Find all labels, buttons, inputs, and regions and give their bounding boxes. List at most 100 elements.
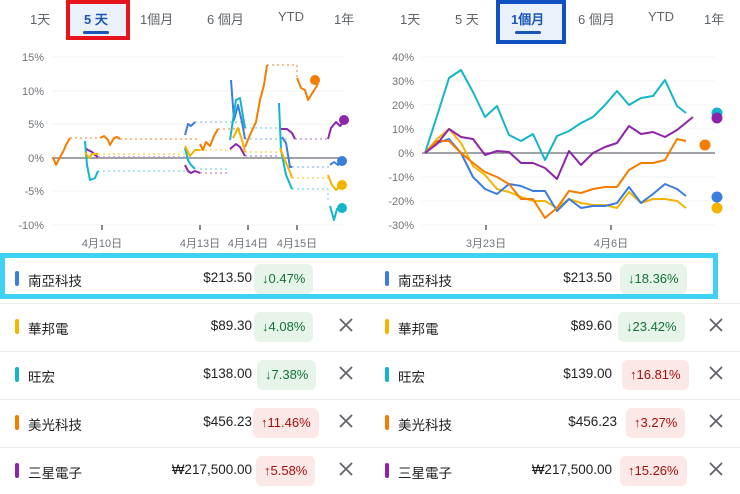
arrow-up-icon: ↑ [634, 415, 641, 430]
stock-price: $456.23 [568, 414, 617, 429]
tab-underline [82, 31, 109, 34]
stock-name: 三星電子 [398, 466, 452, 481]
arrow-down-icon: ↓ [626, 319, 633, 334]
change-badge: ↑15.26% [620, 456, 687, 486]
active-tab-highlight [496, 0, 566, 44]
close-x-icon[interactable] [706, 411, 726, 431]
svg-text:-10%: -10% [18, 220, 44, 232]
svg-text:5%: 5% [28, 119, 44, 131]
tab-1day[interactable]: 1天 [30, 12, 51, 27]
panel-1month: 1天 5 天 1個月 6 個月 YTD 1年 40% 30% 20% 10% 0… [370, 0, 740, 493]
stock-name: 華邦電 [398, 322, 439, 337]
stock-row-samsung[interactable]: 三星電子 ₩217,500.00 ↑5.58% [0, 448, 370, 494]
tab-1month-label: 1個月 [511, 12, 545, 27]
stock-name: 三星電子 [28, 466, 82, 481]
tab-6month[interactable]: 6 個月 [578, 12, 615, 27]
series-color-bar [15, 415, 19, 430]
close-x-icon[interactable] [336, 459, 356, 479]
close-x-icon[interactable] [706, 363, 726, 383]
divider [0, 447, 370, 448]
arrow-up-icon: ↑ [264, 463, 271, 478]
svg-text:30%: 30% [392, 76, 414, 88]
svg-text:0%: 0% [28, 153, 44, 165]
arrow-down-icon: ↓ [262, 319, 269, 334]
series-color-bar [385, 319, 389, 334]
close-x-icon[interactable] [336, 411, 356, 431]
chart-5day[interactable]: 15% 10% 5% 0% -5% -10% 4月10日 4月13日 4月14日… [0, 40, 370, 255]
stock-name: 南亞科技 [398, 274, 452, 289]
divider [0, 399, 370, 400]
stock-row-samsung[interactable]: 三星電子 ₩217,500.00 ↑15.26% [370, 448, 740, 494]
change-badge: ↓0.47% [254, 264, 314, 294]
stock-row-winbond[interactable]: 華邦電 $89.60 ↓23.42% [370, 304, 740, 350]
range-tabs: 1天 5 天 1個月 6 個月 YTD 1年 [0, 0, 370, 40]
tab-ytd[interactable]: YTD [278, 9, 304, 24]
tab-1year[interactable]: 1年 [704, 12, 725, 27]
tab-5day[interactable]: 5 天 [455, 12, 479, 27]
svg-text:10%: 10% [22, 86, 44, 98]
stock-price: ₩217,500.00 [531, 462, 612, 477]
stock-name: 美光科技 [28, 418, 82, 433]
close-x-icon[interactable] [706, 459, 726, 479]
divider [370, 303, 740, 304]
arrow-down-icon: ↓ [628, 271, 635, 286]
svg-text:-5%: -5% [24, 186, 44, 198]
line-chart-5day: 15% 10% 5% 0% -5% -10% 4月10日 4月13日 4月14日… [18, 52, 349, 250]
svg-text:20%: 20% [392, 100, 414, 112]
tab-1month[interactable]: 1個月 [140, 12, 174, 27]
stock-name: 美光科技 [398, 418, 452, 433]
panel-5day: 1天 5 天 1個月 6 個月 YTD 1年 15% 10% 5% 0% -5%… [0, 0, 370, 493]
svg-text:-10%: -10% [388, 172, 414, 184]
close-x-icon[interactable] [336, 363, 356, 383]
close-x-icon[interactable] [336, 315, 356, 335]
svg-text:4月10日: 4月10日 [82, 238, 122, 250]
stock-row-macronix[interactable]: 旺宏 $138.00 ↓7.38% [0, 352, 370, 398]
change-badge: ↓4.08% [254, 312, 314, 342]
stock-row-nanya[interactable]: 南亞科技 $213.50 ↓18.36% [370, 256, 740, 302]
tab-5day-label: 5 天 [84, 12, 108, 27]
tab-ytd[interactable]: YTD [648, 9, 674, 24]
stock-row-nanya[interactable]: 南亞科技 $213.50 ↓0.47% [0, 256, 370, 302]
stock-name: 南亞科技 [28, 274, 82, 289]
svg-text:0%: 0% [398, 148, 414, 160]
change-badge: ↑5.58% [256, 456, 316, 486]
stock-row-micron[interactable]: 美光科技 $456.23 ↑11.46% [0, 400, 370, 446]
close-x-icon[interactable] [706, 315, 726, 335]
change-badge: ↓7.38% [257, 360, 317, 390]
series-color-bar [15, 367, 19, 382]
change-badge: ↓18.36% [620, 264, 687, 294]
svg-text:3月23日: 3月23日 [466, 238, 506, 250]
stock-price: $89.30 [210, 318, 252, 333]
series-color-bar [385, 271, 389, 286]
series-color-bar [385, 463, 389, 478]
svg-text:-20%: -20% [388, 196, 414, 208]
stock-price: $139.00 [563, 366, 612, 381]
svg-text:-30%: -30% [388, 220, 414, 232]
divider [370, 399, 740, 400]
svg-text:40%: 40% [392, 52, 414, 64]
tab-1month[interactable]: 1個月 [511, 9, 545, 34]
svg-text:4月6日: 4月6日 [594, 238, 628, 250]
range-tabs: 1天 5 天 1個月 6 個月 YTD 1年 [370, 0, 740, 44]
stock-price: $89.60 [570, 318, 612, 333]
tab-1year[interactable]: 1年 [334, 12, 355, 27]
svg-text:4月14日: 4月14日 [228, 238, 268, 250]
stock-row-winbond[interactable]: 華邦電 $89.30 ↓4.08% [0, 304, 370, 350]
series-color-bar [15, 463, 19, 478]
arrow-down-icon: ↓ [262, 271, 269, 286]
tab-6month[interactable]: 6 個月 [207, 12, 244, 27]
line-chart-1month: 40% 30% 20% 10% 0% -10% -20% -30% 3月23日 … [388, 52, 723, 250]
stock-row-micron[interactable]: 美光科技 $456.23 ↑3.27% [370, 400, 740, 446]
chart-1month[interactable]: 40% 30% 20% 10% 0% -10% -20% -30% 3月23日 … [370, 40, 740, 255]
svg-text:4月13日: 4月13日 [180, 238, 220, 250]
selected-row-highlight [0, 253, 718, 299]
divider [370, 447, 740, 448]
stock-name: 旺宏 [28, 370, 55, 385]
tab-1day[interactable]: 1天 [400, 12, 421, 27]
tab-5day[interactable]: 5 天 [82, 9, 109, 34]
stock-name: 華邦電 [28, 322, 69, 337]
divider [370, 351, 740, 352]
series-color-bar [385, 367, 389, 382]
series-color-bar [385, 415, 389, 430]
stock-row-macronix[interactable]: 旺宏 $139.00 ↑16.81% [370, 352, 740, 398]
